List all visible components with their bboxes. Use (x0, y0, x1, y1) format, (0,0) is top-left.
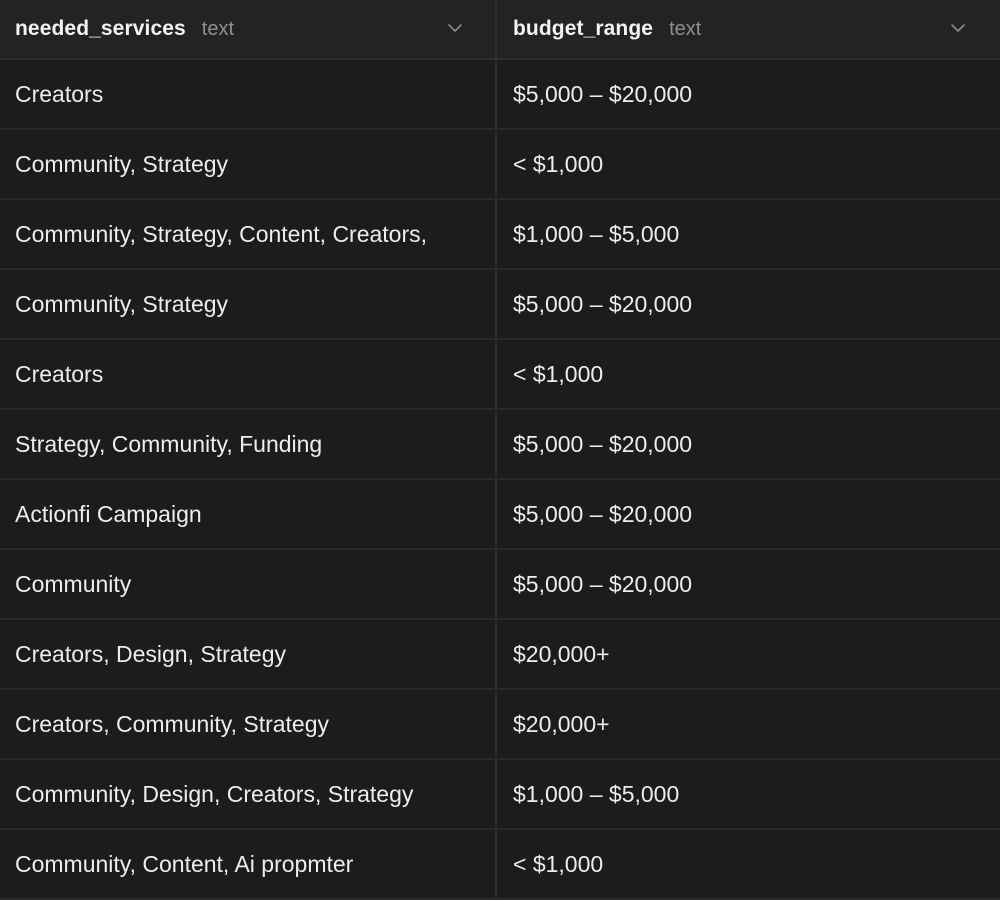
cell-budget-range[interactable]: < $1,000 (513, 150, 604, 177)
column-name: budget_range (513, 17, 654, 40)
column-type: text (669, 17, 702, 40)
chevron-down-icon[interactable] (948, 18, 968, 38)
cell-budget-range[interactable]: < $1,000 (513, 850, 604, 877)
table-row[interactable]: Community, Strategy < $1,000 (0, 130, 1000, 200)
table-row[interactable]: Community, Strategy, Content, Creators, … (0, 200, 1000, 270)
table-row[interactable]: Strategy, Community, Funding $5,000 – $2… (0, 410, 1000, 480)
cell-budget-range[interactable]: $1,000 – $5,000 (513, 780, 680, 807)
table-row[interactable]: Creators, Community, Strategy $20,000+ (0, 690, 1000, 760)
cell-needed-services[interactable]: Community, Design, Creators, Strategy (0, 760, 497, 828)
table-row[interactable]: Creators, Design, Strategy $20,000+ (0, 620, 1000, 690)
cell-needed-services[interactable]: Creators (0, 340, 497, 408)
cell-budget-range[interactable]: $5,000 – $20,000 (513, 80, 693, 107)
cell-needed-services[interactable]: Strategy, Community, Funding (0, 410, 497, 478)
cell-budget-range[interactable]: $20,000+ (513, 640, 610, 667)
table-row[interactable]: Creators < $1,000 (0, 340, 1000, 410)
column-type: text (201, 17, 235, 40)
cell-needed-services[interactable]: Actionfi Campaign (0, 480, 497, 548)
chevron-down-icon[interactable] (445, 18, 465, 38)
cell-needed-services[interactable]: Community, Strategy (0, 270, 497, 338)
column-header-needed-services[interactable]: needed_services text (0, 0, 497, 58)
cell-needed-services[interactable]: Community, Content, Ai propmter (0, 830, 497, 898)
table-row[interactable]: Community $5,000 – $20,000 (0, 550, 1000, 620)
grid-header: needed_services text budget_range text (0, 0, 1000, 60)
cell-budget-range[interactable]: $5,000 – $20,000 (513, 290, 693, 317)
table-row[interactable]: Community, Strategy $5,000 – $20,000 (0, 270, 1000, 340)
cell-budget-range[interactable]: $5,000 – $20,000 (513, 500, 693, 527)
table-row[interactable]: Actionfi Campaign $5,000 – $20,000 (0, 480, 1000, 550)
cell-budget-range[interactable]: $1,000 – $5,000 (513, 220, 680, 247)
cell-needed-services[interactable]: Creators, Design, Strategy (0, 620, 497, 688)
table-row[interactable]: Community, Content, Ai propmter < $1,000 (0, 830, 1000, 900)
table-row[interactable]: Creators $5,000 – $20,000 (0, 60, 1000, 130)
cell-needed-services[interactable]: Community, Strategy (0, 130, 497, 198)
cell-needed-services[interactable]: Community (0, 550, 497, 618)
cell-budget-range[interactable]: $5,000 – $20,000 (513, 430, 693, 457)
cell-needed-services[interactable]: Creators, Community, Strategy (0, 690, 497, 758)
cell-budget-range[interactable]: $20,000+ (513, 710, 610, 737)
cell-needed-services[interactable]: Community, Strategy, Content, Creators, (0, 200, 497, 268)
grid-body: Creators $5,000 – $20,000 Community, Str… (0, 60, 1000, 900)
table-row[interactable]: Community, Design, Creators, Strategy $1… (0, 760, 1000, 830)
cell-budget-range[interactable]: $5,000 – $20,000 (513, 570, 693, 597)
cell-budget-range[interactable]: < $1,000 (513, 360, 604, 387)
cell-needed-services[interactable]: Creators (0, 60, 497, 128)
column-name: needed_services (15, 17, 186, 40)
column-header-budget-range[interactable]: budget_range text (497, 0, 1000, 58)
